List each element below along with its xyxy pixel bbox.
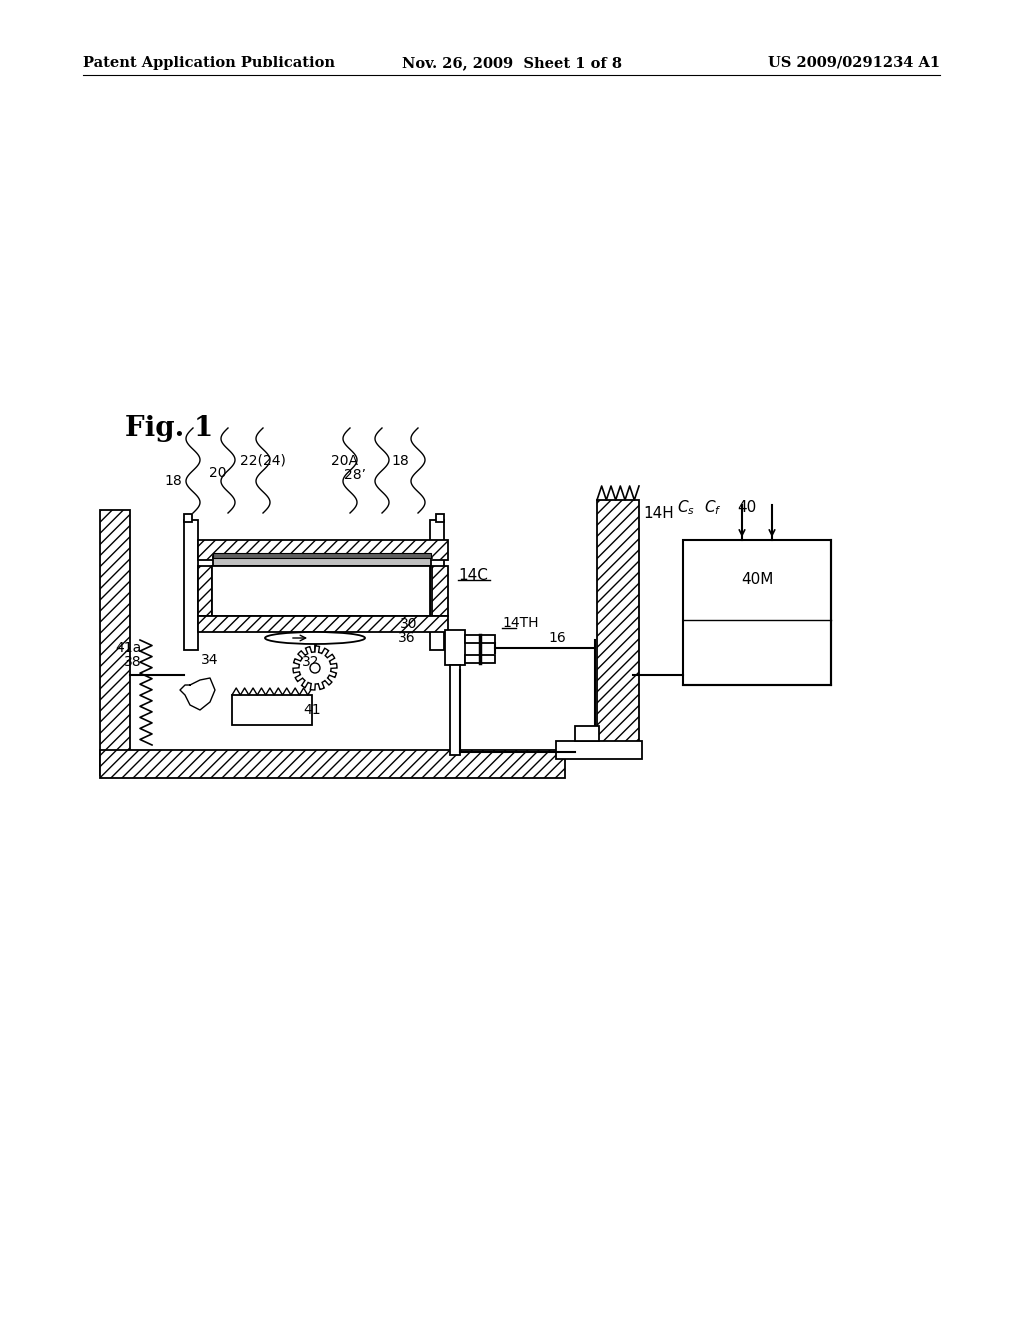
Bar xyxy=(430,520,444,649)
Text: 14C: 14C xyxy=(458,568,487,582)
Text: 14H: 14H xyxy=(643,506,674,520)
Text: 16: 16 xyxy=(548,631,565,645)
Bar xyxy=(450,665,460,755)
Text: 41a: 41a xyxy=(116,642,142,655)
Bar xyxy=(445,630,465,665)
Bar xyxy=(597,500,639,748)
Bar xyxy=(212,566,430,616)
Bar xyxy=(198,540,449,560)
Text: $C_f$: $C_f$ xyxy=(705,499,722,517)
Text: 20A: 20A xyxy=(331,454,357,469)
Text: Patent Application Publication: Patent Application Publication xyxy=(83,55,335,70)
Bar xyxy=(575,726,599,741)
Text: 38: 38 xyxy=(124,655,142,669)
Text: Nov. 26, 2009  Sheet 1 of 8: Nov. 26, 2009 Sheet 1 of 8 xyxy=(402,55,622,70)
Circle shape xyxy=(310,663,319,673)
Polygon shape xyxy=(293,645,337,690)
Bar xyxy=(683,540,831,685)
Text: 30: 30 xyxy=(400,616,418,631)
Text: 22(24): 22(24) xyxy=(240,454,286,469)
Text: 18: 18 xyxy=(164,474,182,488)
Text: 20: 20 xyxy=(209,466,226,480)
Text: 41: 41 xyxy=(303,704,321,717)
Bar xyxy=(184,520,198,649)
Bar xyxy=(198,616,449,632)
Bar xyxy=(198,566,212,616)
Bar xyxy=(212,556,432,560)
Text: 40: 40 xyxy=(737,500,757,516)
Text: $C_s$: $C_s$ xyxy=(677,499,695,517)
Bar xyxy=(465,655,495,663)
Text: 40M: 40M xyxy=(740,573,773,587)
Bar xyxy=(556,741,642,759)
Bar xyxy=(465,635,495,643)
Text: 32: 32 xyxy=(302,655,319,669)
Bar xyxy=(100,750,565,777)
Ellipse shape xyxy=(265,632,365,644)
Bar xyxy=(213,556,431,566)
Text: 28’: 28’ xyxy=(344,469,366,482)
Bar xyxy=(232,696,312,725)
Bar xyxy=(432,566,449,616)
Bar xyxy=(436,513,444,521)
Text: US 2009/0291234 A1: US 2009/0291234 A1 xyxy=(768,55,940,70)
Bar xyxy=(184,513,193,521)
Text: 14TH: 14TH xyxy=(502,616,539,630)
Text: 36: 36 xyxy=(398,631,416,645)
Text: Fig. 1: Fig. 1 xyxy=(125,414,213,442)
Bar xyxy=(213,553,431,558)
Text: 34: 34 xyxy=(201,653,218,667)
Text: 18: 18 xyxy=(391,454,409,469)
Bar xyxy=(100,510,130,775)
